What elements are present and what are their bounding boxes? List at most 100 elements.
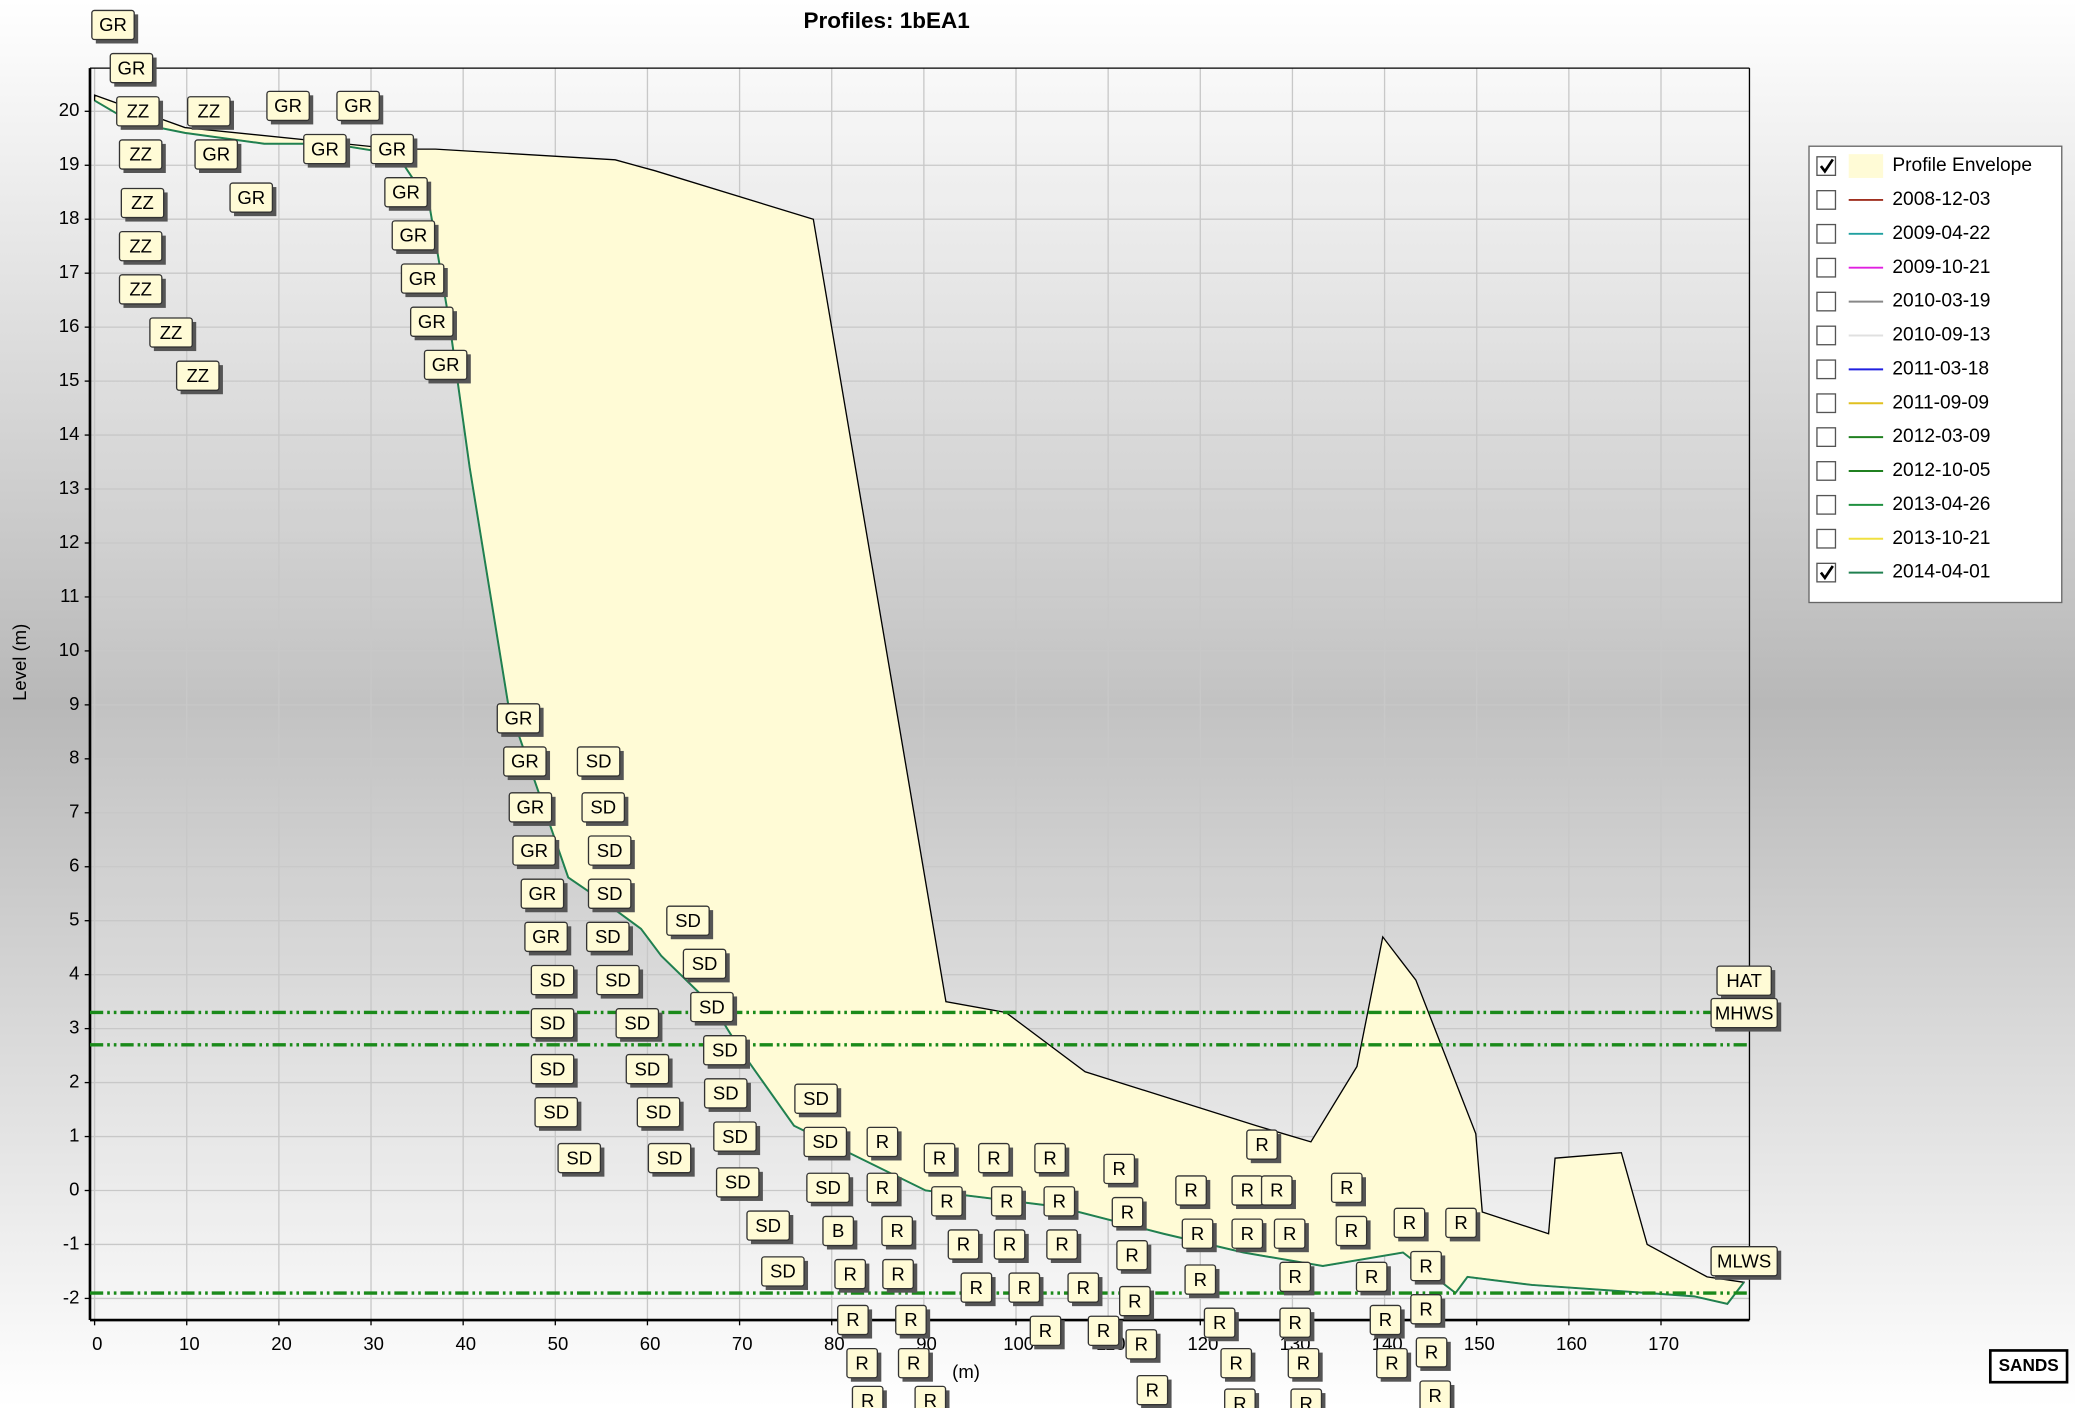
point-label-box (1181, 1218, 1214, 1249)
point-label-box (866, 1126, 899, 1158)
point-label-box (1184, 1264, 1217, 1295)
point-label: R (843, 1263, 856, 1284)
point-label: R (1121, 1201, 1134, 1222)
x-tick-label: 60 (640, 1333, 661, 1354)
point-label-box (960, 1272, 993, 1303)
point-label: SD (815, 1177, 841, 1198)
x-tick-label: 50 (548, 1333, 569, 1354)
legend-checkbox[interactable] (1816, 325, 1837, 346)
x-tick-label: 10 (179, 1333, 200, 1354)
legend-checkbox[interactable] (1816, 190, 1837, 210)
point-label-box (990, 1186, 1023, 1217)
point-label: R (1213, 1312, 1226, 1333)
y-tick-label: 18 (59, 207, 80, 228)
reference-label: HAT (1726, 970, 1762, 991)
point-label: SD (566, 1147, 592, 1168)
legend-label: 2009-04-22 (1892, 223, 1990, 244)
point-label-box (530, 1008, 575, 1039)
point-label-box (882, 1258, 914, 1290)
point-label-box (851, 1385, 884, 1408)
point-label: R (970, 1277, 983, 1298)
point-label: R (1425, 1342, 1438, 1363)
point-label: R (1379, 1309, 1392, 1330)
legend-checkbox[interactable] (1816, 359, 1837, 380)
point-label-box (1410, 1294, 1442, 1325)
y-tick-label: 8 (69, 747, 79, 768)
legend-checkbox[interactable] (1816, 427, 1837, 448)
point-label-box (229, 182, 274, 213)
point-label-box (266, 90, 310, 122)
reference-label: MLWS (1717, 1250, 1771, 1271)
point-label-box (822, 1215, 855, 1247)
point-label-box (1376, 1347, 1408, 1379)
reference-label-box (1710, 1246, 1778, 1277)
point-label: R (1055, 1234, 1068, 1255)
point-label: SD (770, 1261, 796, 1282)
point-label-box (1273, 1218, 1306, 1249)
legend-checkbox[interactable] (1816, 291, 1837, 312)
point-label-box (175, 360, 220, 391)
point-label: SD (812, 1131, 838, 1152)
point-label: SD (540, 969, 566, 990)
legend-checkbox[interactable] (1816, 223, 1837, 244)
point-label-box (1279, 1307, 1312, 1338)
point-label: R (1000, 1191, 1013, 1212)
point-label-box (1279, 1261, 1312, 1293)
y-tick-label: 0 (69, 1178, 79, 1199)
legend-swatch (1848, 154, 1884, 178)
point-label-box (496, 703, 541, 734)
point-label-box (187, 96, 231, 127)
x-tick-label: 0 (92, 1333, 102, 1354)
point-label: SD (712, 1039, 738, 1060)
point-label-box (881, 1215, 914, 1247)
point-label: R (1043, 1147, 1056, 1168)
point-label-box (557, 1142, 602, 1174)
point-label: GR (532, 926, 560, 947)
point-label: ZZ (131, 192, 154, 213)
point-label: R (1345, 1220, 1358, 1241)
point-label: ZZ (160, 322, 183, 343)
point-label: R (957, 1234, 970, 1255)
legend-label: 2011-09-09 (1892, 392, 1989, 413)
point-label: R (1403, 1212, 1416, 1233)
point-label-box (1220, 1347, 1253, 1379)
reference-label-box (1710, 997, 1778, 1029)
legend-checkbox[interactable] (1816, 494, 1837, 515)
point-label-box (746, 1210, 790, 1241)
point-label-box (370, 133, 415, 165)
point-label: R (1039, 1320, 1052, 1341)
point-label: R (987, 1147, 1000, 1168)
point-label-box (1393, 1207, 1426, 1239)
point-label: R (1454, 1212, 1467, 1233)
point-label: ZZ (186, 365, 209, 386)
legend-checkbox[interactable] (1816, 393, 1837, 414)
point-label-box (587, 835, 632, 866)
point-label-box (118, 139, 163, 170)
legend-checkbox[interactable] (1816, 528, 1837, 549)
point-label: R (1184, 1180, 1197, 1201)
point-label-box (596, 964, 640, 996)
point-label-box (1287, 1347, 1320, 1379)
point-label-box (1260, 1175, 1293, 1206)
point-label: SD (755, 1215, 781, 1236)
point-label-box (1087, 1315, 1120, 1347)
point-label: R (1125, 1244, 1138, 1265)
point-label-box (520, 878, 565, 909)
point-label: SD (605, 969, 631, 990)
point-label: R (1003, 1234, 1016, 1255)
point-label-box (794, 1083, 838, 1114)
point-label: SD (540, 1058, 566, 1079)
point-label: R (1255, 1134, 1268, 1155)
point-label-box (391, 220, 436, 251)
point-label-box (524, 921, 568, 953)
point-label-box (576, 746, 621, 777)
point-label-box (713, 1121, 757, 1152)
point-label-box (1369, 1304, 1402, 1336)
point-label-box (384, 177, 428, 208)
point-label-box (512, 835, 556, 866)
point-label-box (1355, 1261, 1388, 1293)
legend-checkbox[interactable] (1816, 461, 1837, 481)
point-label-box (703, 1034, 747, 1066)
legend-checkbox[interactable] (1816, 257, 1837, 278)
point-label: R (1297, 1352, 1310, 1373)
